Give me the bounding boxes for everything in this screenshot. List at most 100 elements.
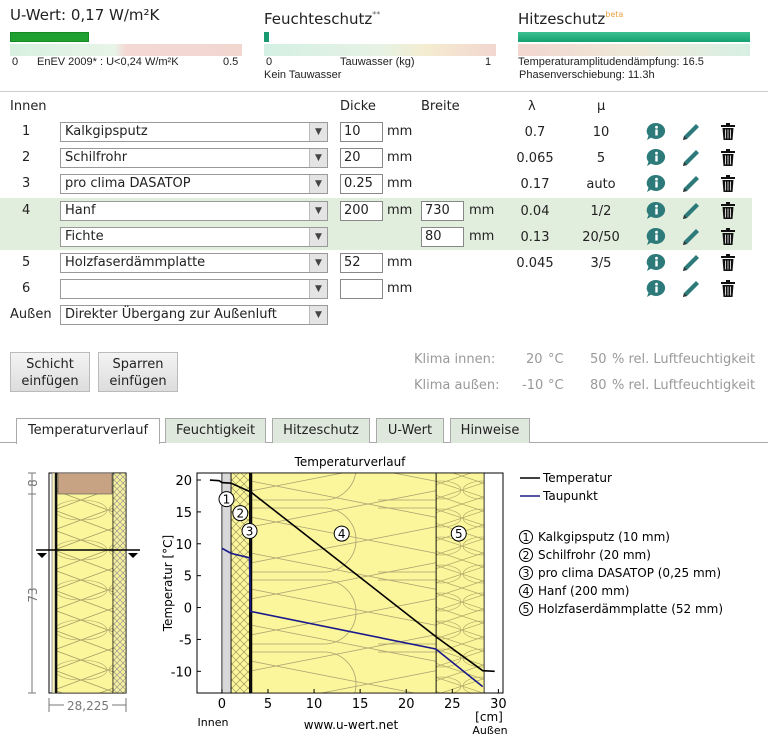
layer-thickness-input[interactable]: 20 <box>340 148 383 169</box>
delete-trash-icon[interactable] <box>718 122 738 142</box>
layer-material-select[interactable]: Kalkgipsputz ▼ <box>60 122 328 142</box>
layer-material-select[interactable]: Hanf ▼ <box>60 200 328 221</box>
layer-lambda: 0.13 <box>520 229 550 245</box>
layer-material-select[interactable]: pro clima DASATOP ▼ <box>60 174 328 195</box>
layer-thickness-input[interactable] <box>340 279 383 300</box>
chevron-down-icon: ▼ <box>309 201 327 220</box>
edit-pencil-icon[interactable] <box>681 253 701 273</box>
delete-trash-icon[interactable] <box>718 227 738 247</box>
layer-marker-label: 5 <box>455 527 463 541</box>
layer-thickness-input[interactable]: 0.25 <box>340 174 383 195</box>
layer-material-select[interactable]: Holzfaserdämmplatte ▼ <box>60 253 328 273</box>
layer-thickness-input[interactable]: 200 <box>340 200 383 221</box>
tab-u-wert[interactable]: U-Wert <box>376 418 444 443</box>
y-tick-label: 0 <box>184 602 192 617</box>
tab-feuchtigkeit[interactable]: Feuchtigkeit <box>165 418 266 443</box>
hitze-gauge <box>518 32 750 58</box>
x-right-label: Außen <box>472 724 507 737</box>
layer-material-select[interactable]: Fichte ▼ <box>60 226 328 247</box>
add-layer-button[interactable]: Schicht einfügen <box>10 352 90 392</box>
climate-inside-temp[interactable]: 20 <box>526 352 543 367</box>
outside-transition-select[interactable]: Direkter Übergang zur Außenluft ▼ <box>60 305 328 325</box>
climate-outside-temp[interactable]: -10 <box>522 378 544 393</box>
layer-material-value: Kalkgipsputz <box>65 124 148 139</box>
layer-legend-item: Kalkgipsputz (10 mm) <box>538 530 670 544</box>
info-icon[interactable] <box>646 227 666 247</box>
divider <box>0 91 768 92</box>
x-tick-label: 30 <box>490 697 507 712</box>
layer-legend-item: pro clima DASATOP (0,25 mm) <box>538 566 721 580</box>
add-rafter-button[interactable]: Sparren einfügen <box>98 352 178 392</box>
outside-label: Außen <box>10 307 52 322</box>
legend-number-circle <box>519 530 533 544</box>
legend-number-circle <box>519 602 533 616</box>
layer-thickness-input[interactable]: 10 <box>340 122 383 142</box>
info-icon[interactable] <box>646 148 666 168</box>
dim-top-label: 8 <box>26 479 40 487</box>
climate-outside-humidity[interactable]: 80 <box>590 378 607 393</box>
layer-material-select[interactable]: ▼ <box>60 279 328 300</box>
info-icon[interactable] <box>646 253 666 273</box>
climate-humidity-unit: % rel. Luftfeuchtigkeit <box>612 352 756 367</box>
chart-title: Temperaturverlauf <box>294 455 407 469</box>
layer-number: 1 <box>22 124 31 139</box>
uwert-max: 0.5 <box>223 56 239 68</box>
layer-material-select[interactable]: Schilfrohr ▼ <box>60 148 328 169</box>
dim-main-label: 73 <box>26 587 40 602</box>
info-icon[interactable] <box>646 201 666 221</box>
header-width: Breite <box>421 99 460 114</box>
legend-number: 4 <box>523 585 530 598</box>
layer-thickness-input[interactable]: 52 <box>340 253 383 273</box>
tab-hinweise[interactable]: Hinweise <box>450 418 530 443</box>
header-thickness: Dicke <box>340 99 376 114</box>
layer-lambda: 0.045 <box>516 256 554 271</box>
delete-trash-icon[interactable] <box>718 253 738 273</box>
edit-pencil-icon[interactable] <box>681 201 701 221</box>
delete-trash-icon[interactable] <box>718 148 738 168</box>
layer-number: 3 <box>22 176 31 192</box>
layer-marker-circle <box>450 525 467 542</box>
legend-number: 2 <box>523 549 530 562</box>
edit-pencil-icon[interactable] <box>681 227 701 247</box>
layer-marker-circle <box>232 505 249 522</box>
climate-temp-unit: °C <box>548 352 564 367</box>
chevron-down-icon: ▼ <box>309 280 327 299</box>
climate-inside-humidity[interactable]: 50 <box>590 352 607 367</box>
delete-trash-icon[interactable] <box>718 201 738 221</box>
tab-hitzeschutz[interactable]: Hitzeschutz <box>272 418 370 443</box>
layer-marker-circle <box>333 525 350 542</box>
thickness-unit: mm <box>387 281 413 297</box>
layer-material-value: Schilfrohr <box>65 150 128 166</box>
series-line-taupunkt <box>221 547 484 688</box>
info-icon[interactable] <box>646 174 666 194</box>
chevron-down-icon: ▼ <box>309 175 327 194</box>
edit-pencil-icon[interactable] <box>681 122 701 142</box>
thickness-unit: mm <box>387 124 413 139</box>
tab-temperaturverlauf[interactable]: Temperaturverlauf <box>16 418 160 444</box>
info-icon[interactable] <box>646 279 666 299</box>
header-mu: μ <box>597 99 606 114</box>
uwert-gauge <box>10 32 242 58</box>
climate-temp-unit: °C <box>548 378 564 393</box>
climate-outside-label: Klima außen: <box>414 378 500 393</box>
legend-label: Temperatur <box>542 471 612 485</box>
edit-pencil-icon[interactable] <box>681 279 701 299</box>
layer-lambda: 0.17 <box>520 177 550 193</box>
layer-width-input[interactable]: 730 <box>421 200 464 221</box>
layer-width-input[interactable]: 80 <box>421 226 464 247</box>
watermark: www.u-wert.net <box>304 718 399 732</box>
layer-number: 6 <box>22 281 31 297</box>
chevron-down-icon: ▼ <box>309 149 327 168</box>
info-icon[interactable] <box>646 122 666 142</box>
thickness-unit: mm <box>387 150 413 166</box>
series-line-temperatur <box>209 479 495 673</box>
delete-trash-icon[interactable] <box>718 279 738 299</box>
chevron-down-icon: ▼ <box>309 254 327 272</box>
delete-trash-icon[interactable] <box>718 174 738 194</box>
uwert-requirement: EnEV 2009* : U<0,24 W/m²K <box>37 56 179 68</box>
layer-number: 5 <box>22 255 31 270</box>
edit-pencil-icon[interactable] <box>681 148 701 168</box>
layer-material-value: Fichte <box>65 228 104 244</box>
edit-pencil-icon[interactable] <box>681 174 701 194</box>
